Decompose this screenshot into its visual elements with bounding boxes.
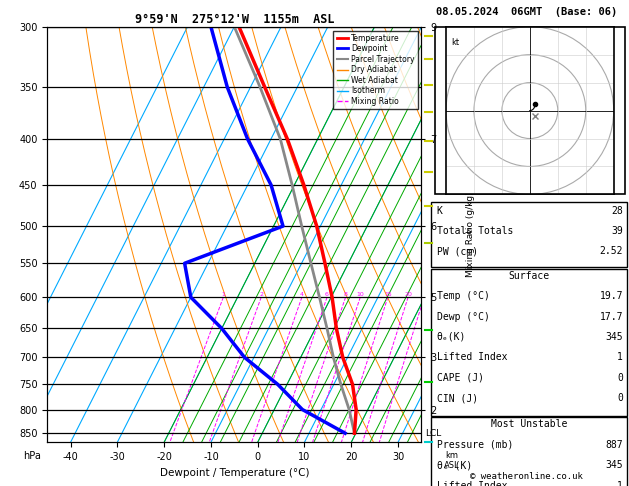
Text: Pressure (mb): Pressure (mb)	[437, 440, 513, 450]
Text: Totals Totals: Totals Totals	[437, 226, 513, 236]
Text: 345: 345	[605, 332, 623, 342]
Text: PW (cm): PW (cm)	[437, 246, 478, 257]
Text: 20: 20	[404, 292, 412, 297]
Title: 9°59'N  275°12'W  1155m  ASL: 9°59'N 275°12'W 1155m ASL	[135, 13, 334, 26]
Text: 0: 0	[617, 373, 623, 383]
Text: 2.52: 2.52	[599, 246, 623, 257]
Text: 6: 6	[325, 292, 329, 297]
Text: 345: 345	[605, 460, 623, 470]
Text: 39: 39	[611, 226, 623, 236]
Text: hPa: hPa	[23, 451, 41, 461]
Text: 887: 887	[605, 440, 623, 450]
Text: Lifted Index: Lifted Index	[437, 481, 508, 486]
Text: Dewp (°C): Dewp (°C)	[437, 312, 490, 322]
Legend: Temperature, Dewpoint, Parcel Trajectory, Dry Adiabat, Wet Adiabat, Isotherm, Mi: Temperature, Dewpoint, Parcel Trajectory…	[333, 31, 418, 109]
Text: 4: 4	[300, 292, 304, 297]
Text: 28: 28	[611, 206, 623, 216]
Bar	[431, 269, 627, 416]
Text: 1: 1	[221, 292, 225, 297]
Text: 1: 1	[617, 352, 623, 363]
Bar	[435, 27, 625, 194]
Text: 2: 2	[259, 292, 263, 297]
Text: Surface: Surface	[508, 271, 549, 281]
Text: 1: 1	[617, 481, 623, 486]
Text: θₑ (K): θₑ (K)	[437, 460, 472, 470]
Bar	[431, 202, 627, 267]
Text: kt: kt	[452, 38, 460, 47]
Text: 08.05.2024  06GMT  (Base: 06): 08.05.2024 06GMT (Base: 06)	[436, 7, 618, 17]
X-axis label: Dewpoint / Temperature (°C): Dewpoint / Temperature (°C)	[160, 468, 309, 478]
Text: θₑ(K): θₑ(K)	[437, 332, 466, 342]
Text: LCL: LCL	[425, 429, 442, 438]
Text: CAPE (J): CAPE (J)	[437, 373, 484, 383]
Text: K: K	[437, 206, 443, 216]
Text: Lifted Index: Lifted Index	[437, 352, 508, 363]
Text: km
ASL: km ASL	[443, 451, 459, 470]
Text: 0: 0	[617, 393, 623, 403]
Text: 10: 10	[357, 292, 364, 297]
Text: 17.7: 17.7	[599, 312, 623, 322]
Bar	[431, 417, 627, 486]
Text: 8: 8	[343, 292, 347, 297]
Text: 15: 15	[384, 292, 392, 297]
Text: 19.7: 19.7	[599, 291, 623, 301]
Text: CIN (J): CIN (J)	[437, 393, 478, 403]
Text: Most Unstable: Most Unstable	[491, 419, 567, 430]
Text: Temp (°C): Temp (°C)	[437, 291, 490, 301]
Text: Mixing Ratio (g/kg): Mixing Ratio (g/kg)	[465, 191, 475, 278]
Text: © weatheronline.co.uk: © weatheronline.co.uk	[470, 472, 583, 481]
